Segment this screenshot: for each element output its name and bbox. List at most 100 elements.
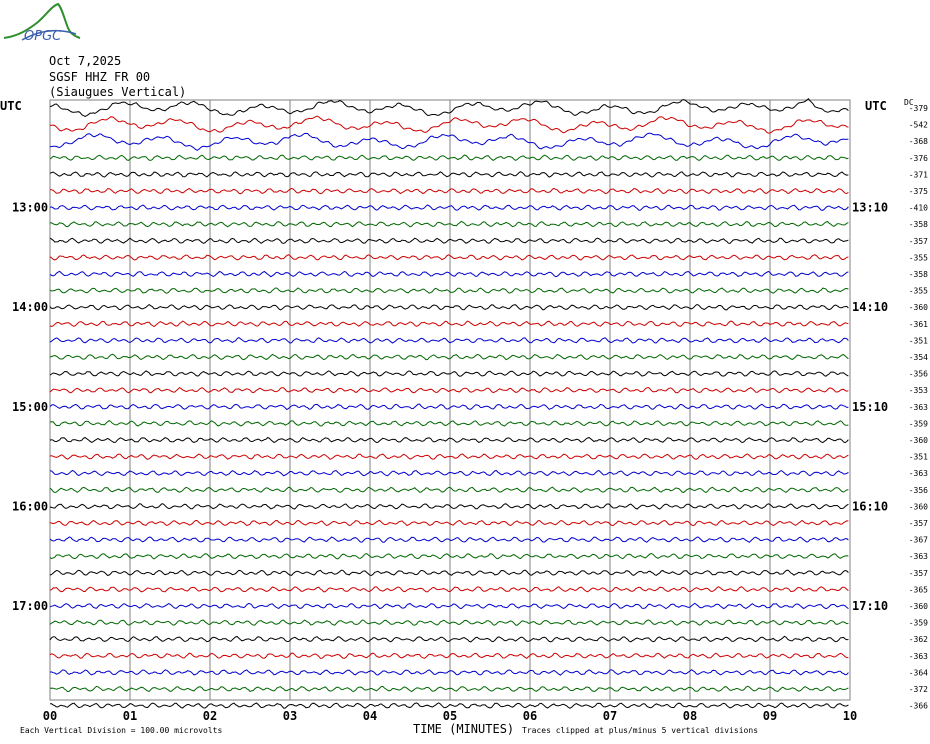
seismic-trace: [49, 486, 849, 494]
logo-swoosh-icon: [21, 29, 77, 41]
left-hour-label: 13:00: [12, 201, 48, 215]
left-hour-label: 15:00: [12, 400, 48, 414]
dc-offset-label: -363: [909, 652, 928, 661]
seismic-trace: [49, 370, 849, 377]
dc-offset-label: -359: [909, 419, 928, 428]
seismic-trace: [49, 536, 849, 543]
dc-offset-label: -357: [909, 237, 928, 246]
dc-offset-label: -355: [909, 253, 928, 262]
station-label: SGSF HHZ FR 00: [49, 70, 151, 84]
seismic-trace: [49, 619, 849, 626]
seismic-trace: [49, 586, 849, 593]
x-tick-label: 00: [43, 709, 57, 723]
seismic-trace: [49, 685, 849, 693]
dc-offset-label: -362: [909, 635, 928, 644]
seismic-trace: [49, 386, 849, 394]
dc-offset-label: -376: [909, 154, 928, 163]
right-hour-label: 14:10: [852, 300, 888, 314]
dc-offset-label: -410: [909, 204, 928, 213]
x-tick-label: 04: [363, 709, 377, 723]
seismic-trace: [49, 220, 849, 228]
seismic-trace: [49, 519, 849, 527]
seismic-trace: [49, 552, 849, 560]
left-hour-label: 17:00: [12, 599, 48, 613]
seismic-trace: [49, 403, 849, 411]
dc-offset-label: -360: [909, 602, 928, 611]
axis-labels: 00 01 02 03 04 05 06 07 08 09 10 -379 -542 -368 -376 -3…: [12, 104, 928, 723]
dc-offset-label: -355: [909, 287, 928, 296]
dc-offset-label: -379: [909, 104, 928, 113]
dc-offset-label: -358: [909, 270, 928, 279]
seismic-trace: [49, 437, 849, 444]
seismic-trace: [49, 254, 849, 261]
seismic-trace: [49, 702, 849, 709]
dc-offset-label: -542: [909, 121, 928, 130]
dc-offset-label: -351: [909, 336, 928, 345]
x-tick-label: 06: [523, 709, 537, 723]
seismic-trace: [49, 503, 849, 510]
x-tick-label: 09: [763, 709, 777, 723]
dc-offset-label: -375: [909, 187, 928, 196]
clip-note: Traces clipped at plus/minus 5 vertical …: [522, 726, 758, 735]
seismic-trace: [49, 602, 849, 610]
x-tick-label: 07: [603, 709, 617, 723]
seismic-trace: [49, 237, 849, 244]
right-hour-label: 15:10: [852, 400, 888, 414]
x-tick-label: 05: [443, 709, 457, 723]
location-label: (Siaugues Vertical): [49, 85, 187, 99]
x-tick-label: 03: [283, 709, 297, 723]
dc-offset-label: -367: [909, 536, 928, 545]
seismic-trace: [49, 652, 849, 659]
x-tick-label: 02: [203, 709, 217, 723]
seismic-trace: [49, 115, 849, 134]
x-tick-label: 01: [123, 709, 137, 723]
dc-offset-label: -356: [909, 370, 928, 379]
x-tick-label: 10: [843, 709, 857, 723]
dc-offset-label: -363: [909, 403, 928, 412]
dc-offset-label: -359: [909, 619, 928, 628]
dc-offset-label: -364: [909, 668, 928, 677]
dc-offset-label: -371: [909, 170, 928, 179]
right-hour-label: 16:10: [852, 499, 888, 513]
dc-offset-label: -353: [909, 386, 928, 395]
left-hour-label: 14:00: [12, 300, 48, 314]
dc-offset-label: -361: [909, 320, 928, 329]
opgc-logo: OPGC: [3, 2, 81, 44]
dc-offset-label: -354: [909, 353, 928, 362]
dc-offset-label: -360: [909, 303, 928, 312]
left-utc-label: UTC: [0, 99, 22, 113]
seismic-trace: [49, 171, 849, 178]
seismic-trace: [49, 132, 849, 151]
dc-offset-label: -363: [909, 469, 928, 478]
left-hour-label: 16:00: [12, 499, 48, 513]
seismic-trace: [49, 453, 849, 460]
dc-label: DC: [904, 98, 914, 107]
seismic-trace: [49, 270, 849, 278]
seismic-trace: [49, 287, 849, 294]
dc-offset-label: -366: [909, 702, 928, 711]
right-hour-label: 13:10: [852, 201, 888, 215]
seismic-trace: [49, 204, 849, 211]
seismic-trace: [49, 320, 849, 328]
x-axis-title: TIME (MINUTES): [413, 722, 514, 736]
seismic-trace: [49, 187, 849, 195]
right-utc-label: UTC: [865, 99, 887, 113]
seismic-trace: [49, 669, 849, 676]
seismic-trace: [49, 97, 849, 117]
grid-lines: [49, 100, 851, 700]
date-label: Oct 7,2025: [49, 54, 122, 68]
seismic-trace: [49, 154, 849, 162]
seismic-trace: [49, 303, 849, 311]
dc-offset-label: -363: [909, 552, 928, 561]
dc-offset-label: -360: [909, 436, 928, 445]
dc-offset-label: -360: [909, 502, 928, 511]
seismic-trace: [49, 635, 849, 643]
dc-offset-label: -358: [909, 220, 928, 229]
logo-text: OPGC: [24, 29, 62, 44]
seismic-trace: [49, 353, 849, 361]
right-hour-label: 17:10: [852, 599, 888, 613]
dc-offset-label: -356: [909, 486, 928, 495]
dc-offset-label: -372: [909, 685, 928, 694]
seismic-trace: [49, 469, 849, 477]
